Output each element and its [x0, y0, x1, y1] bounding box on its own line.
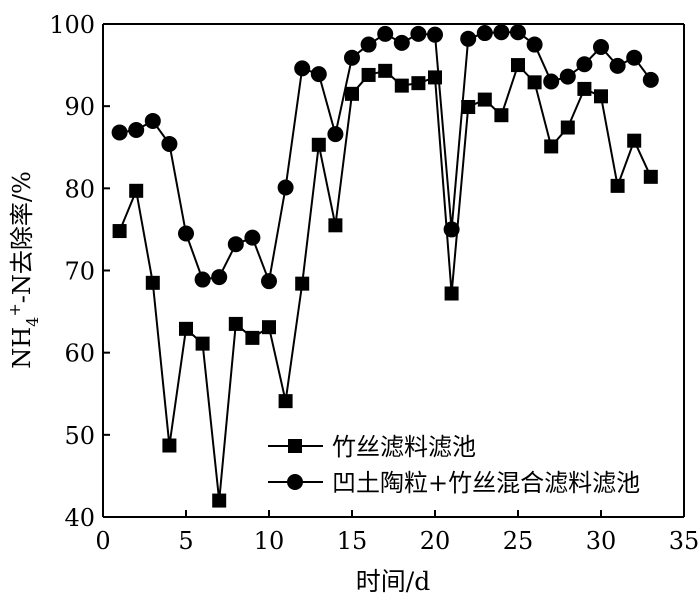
series-1-point — [643, 169, 658, 184]
series-1-point — [577, 81, 592, 96]
series-1-point — [560, 120, 575, 135]
series-2-point — [294, 60, 311, 77]
series-1-point — [394, 78, 409, 93]
series-2-point — [410, 25, 427, 42]
series-2-point — [476, 25, 493, 42]
series-2-point — [526, 36, 543, 53]
legend-marker-circle — [287, 474, 303, 490]
series-1-point — [361, 67, 376, 82]
series-2-point — [128, 121, 145, 138]
series-2-point — [576, 56, 593, 73]
series-1-point — [511, 58, 525, 73]
series-2-point — [144, 112, 161, 129]
series-2-point — [443, 221, 460, 238]
y-axis-label: NH4+-N去除率/% — [5, 171, 42, 369]
series-2-point — [111, 124, 128, 141]
x-tick-label: 25 — [503, 527, 534, 555]
series-1-point — [195, 336, 210, 351]
series-2-point — [261, 273, 277, 290]
series-1-point — [477, 92, 492, 107]
series-1-point — [278, 394, 293, 409]
series-2-point — [559, 68, 576, 85]
series-1-point — [129, 183, 144, 198]
x-tick-label: 35 — [669, 527, 700, 555]
series-2-point — [360, 36, 377, 53]
series-2-point — [427, 26, 443, 43]
legend-label-series-1: 竹丝滤料滤池 — [332, 433, 476, 461]
legend-item-series-1: 竹丝滤料滤池 — [268, 433, 476, 461]
series-2-point — [227, 236, 244, 253]
series-2-point — [393, 34, 410, 51]
series-1-point — [378, 63, 393, 78]
series-1-point — [245, 330, 260, 345]
series-1-point — [461, 99, 476, 114]
series-2-point — [543, 73, 560, 90]
x-tick-label: 10 — [254, 527, 285, 555]
series-2-point — [510, 24, 526, 41]
series-1-point — [295, 276, 310, 291]
series-2-point — [377, 25, 394, 42]
series-2-point — [327, 126, 344, 143]
series-1-point — [328, 218, 343, 233]
y-tick-label: 40 — [64, 504, 95, 532]
series-2-point — [493, 24, 510, 41]
series-1-point — [544, 139, 559, 154]
series-1-point — [494, 108, 509, 123]
x-tick-label: 0 — [95, 527, 110, 555]
y-tick-label: 50 — [64, 422, 95, 450]
series-1-point — [627, 133, 642, 148]
series-1-point — [162, 438, 177, 453]
series-2-point — [593, 39, 609, 56]
series-2-point — [609, 57, 626, 74]
x-axis-label: 时间/d — [356, 567, 430, 596]
series-layer — [111, 24, 659, 508]
series-1-point — [262, 320, 276, 335]
legend: 竹丝滤料滤池 凹土陶粒+竹丝混合滤料滤池 — [268, 433, 640, 497]
x-ticks: 0 5 10 15 20 25 30 35 — [95, 510, 699, 555]
x-tick-label: 20 — [420, 527, 451, 555]
legend-item-series-2: 凹土陶粒+竹丝混合滤料滤池 — [268, 469, 640, 497]
series-2-point — [277, 179, 294, 196]
series-1-point — [179, 321, 193, 336]
y-tick-label: 80 — [64, 175, 95, 203]
x-tick-label: 15 — [337, 527, 368, 555]
series-2-point — [310, 66, 327, 83]
series-1-point — [212, 493, 227, 508]
y-tick-label: 70 — [64, 258, 95, 286]
series-1-point — [444, 286, 459, 301]
series-1-point — [610, 178, 625, 193]
series-2-point — [161, 135, 178, 152]
series-1-point — [345, 86, 359, 101]
series-2-point — [194, 271, 211, 288]
series-1-point — [527, 75, 542, 90]
y-tick-label: 90 — [64, 93, 95, 121]
legend-label-series-2: 凹土陶粒+竹丝混合滤料滤池 — [332, 469, 640, 497]
series-1-point — [145, 275, 160, 290]
series-1-point — [411, 76, 426, 91]
series-1-point — [228, 316, 243, 331]
x-tick-label: 30 — [586, 527, 617, 555]
series-1-point — [311, 137, 326, 152]
y-tick-label: 60 — [64, 340, 95, 368]
series-2-point — [211, 269, 228, 286]
x-tick-label: 5 — [178, 527, 193, 555]
series-2-point — [344, 49, 360, 66]
series-1-point — [594, 89, 608, 104]
series-2-point — [626, 49, 643, 66]
series-2-point — [642, 71, 659, 88]
series-2-point — [244, 229, 261, 246]
y-ticks: 40 50 60 70 80 90 100 — [49, 11, 110, 532]
legend-marker-square — [288, 439, 302, 453]
series-2-point — [460, 30, 477, 47]
y-tick-label: 100 — [49, 11, 95, 39]
series-2-point — [178, 225, 194, 242]
series-1-point — [112, 224, 127, 239]
